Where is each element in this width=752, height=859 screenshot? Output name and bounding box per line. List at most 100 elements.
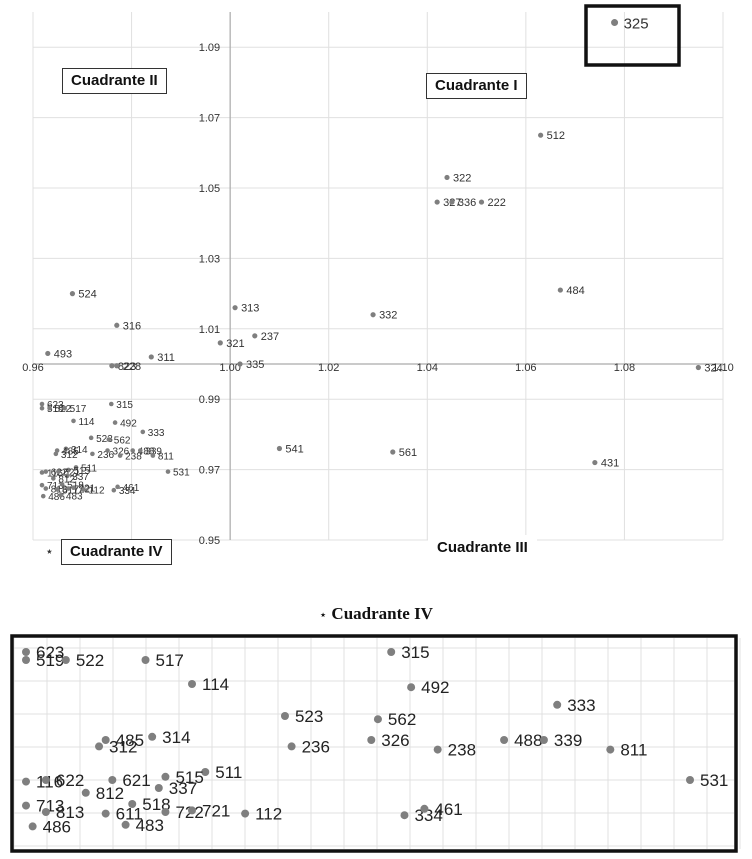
zoom-label-517: 517 xyxy=(156,651,184,670)
cluster-label-485: 485 xyxy=(62,447,79,458)
zoom-point-531 xyxy=(686,776,694,784)
cluster-label-337: 337 xyxy=(72,472,89,483)
point-label-524: 524 xyxy=(78,289,96,301)
zoom-label-812: 812 xyxy=(96,784,124,803)
data-point-336 xyxy=(449,199,455,205)
quadrant-label-III: Cuadrante III xyxy=(428,535,537,561)
data-point-512 xyxy=(538,132,544,138)
cluster-point-622 xyxy=(43,469,49,474)
cluster-point-238 xyxy=(117,453,123,458)
zoom-point-517 xyxy=(141,656,150,664)
zoom-point-611 xyxy=(101,809,110,818)
quadrant-label-I: Cuadrante I xyxy=(426,73,527,99)
point-label-823: 823 xyxy=(118,361,136,373)
zoom-label-622: 622 xyxy=(56,771,84,790)
data-point-316 xyxy=(114,322,120,328)
zoom-point-116 xyxy=(22,777,30,786)
zoom-point-713 xyxy=(22,801,30,810)
cluster-point-334 xyxy=(111,487,117,493)
zoom-point-523 xyxy=(280,712,289,720)
y-tick-label: 1.01 xyxy=(199,324,220,336)
cluster-label-531: 531 xyxy=(173,468,190,479)
data-point-237 xyxy=(252,333,258,339)
cluster-label-334: 334 xyxy=(119,486,136,497)
zoom-label-236: 236 xyxy=(302,737,330,756)
data-point-228 xyxy=(114,363,120,369)
cluster-point-511 xyxy=(73,465,79,470)
data-point-327 xyxy=(434,199,440,205)
cluster-point-488 xyxy=(130,448,136,453)
point-label-484: 484 xyxy=(566,285,584,297)
x-tick-label: 1.10 xyxy=(712,362,733,374)
point-label-493: 493 xyxy=(54,348,72,360)
cluster-point-519 xyxy=(39,405,45,411)
data-point-541 xyxy=(276,445,283,452)
cluster-point-518 xyxy=(59,482,65,487)
zoom-label-511: 511 xyxy=(215,763,242,782)
cluster-label-518: 518 xyxy=(67,480,84,491)
zoom-label-531: 531 xyxy=(700,771,728,790)
cluster-point-461 xyxy=(115,484,120,490)
zoom-label-238: 238 xyxy=(448,741,476,760)
zoom-label-813: 813 xyxy=(56,803,84,822)
cluster-point-236 xyxy=(90,451,95,457)
cluster-label-721: 721 xyxy=(79,484,96,495)
point-label-336: 336 xyxy=(458,197,476,209)
point-label-316: 316 xyxy=(123,320,141,332)
zoom-point-485 xyxy=(101,736,110,744)
zoom-label-721: 721 xyxy=(202,801,230,820)
point-label-321: 321 xyxy=(226,338,244,350)
data-point-431 xyxy=(592,459,598,466)
cluster-label-483: 483 xyxy=(66,491,83,502)
data-point-332 xyxy=(370,312,376,318)
cluster-point-326 xyxy=(105,448,110,453)
data-point-524 xyxy=(69,291,76,297)
cluster-label-461: 461 xyxy=(123,483,140,494)
cluster-label-517: 517 xyxy=(70,404,87,415)
cluster-point-531 xyxy=(165,469,171,474)
data-point-325 xyxy=(611,19,619,27)
zoom-point-813 xyxy=(41,808,50,816)
zoom-label-315: 315 xyxy=(401,643,429,662)
tick-labels: 0.96 1.00 1.02 1.04 1.06 1.08 1.10 0.95 0.97 0.99… xyxy=(22,42,733,547)
cluster-label-339: 339 xyxy=(145,447,162,458)
zoom-label-486: 486 xyxy=(43,817,71,836)
zoom-point-333 xyxy=(553,700,562,709)
point-label-322: 322 xyxy=(453,172,471,184)
cluster-label-333: 333 xyxy=(148,428,165,439)
x-tick-label: 0.96 xyxy=(22,362,43,374)
cluster-point-623 xyxy=(39,401,45,407)
point-label-541: 541 xyxy=(285,443,303,455)
data-point-311 xyxy=(148,354,154,360)
zoom-label-339: 339 xyxy=(554,731,582,750)
cluster-point-483 xyxy=(58,493,64,498)
zoom-label-485: 485 xyxy=(116,731,144,750)
data-point-321 xyxy=(217,340,223,346)
cluster-point-813 xyxy=(43,486,49,491)
zoom-label-562: 562 xyxy=(388,710,416,729)
point-label-228: 228 xyxy=(123,361,141,373)
zoom-label-492: 492 xyxy=(421,678,449,697)
zoom-point-114 xyxy=(188,680,196,688)
y-tick-label: 1.03 xyxy=(199,253,220,265)
cluster-label-112: 112 xyxy=(89,485,105,496)
x-tick-label: 1.02 xyxy=(318,362,339,374)
cluster-label-326: 326 xyxy=(113,447,130,458)
cluster-point-314 xyxy=(63,446,69,452)
zoom-point-334 xyxy=(400,811,409,820)
zoom-point-461 xyxy=(420,804,429,813)
cluster-point-515 xyxy=(66,467,71,473)
zoom-point-488 xyxy=(500,736,509,744)
zoom-point-315 xyxy=(387,648,396,656)
zoom-point-326 xyxy=(367,736,376,744)
data-point-322 xyxy=(444,174,450,181)
zoom-point-811 xyxy=(606,745,615,754)
cluster-point-333 xyxy=(140,429,146,435)
cluster-point-114 xyxy=(71,418,76,424)
cluster-label-621: 621 xyxy=(63,468,80,479)
zoom-label-488: 488 xyxy=(514,731,542,750)
cluster-point-337 xyxy=(64,473,70,479)
highlight-box-325 xyxy=(584,4,681,67)
cluster-label-492: 492 xyxy=(120,419,137,430)
point-label-332: 332 xyxy=(379,310,397,322)
